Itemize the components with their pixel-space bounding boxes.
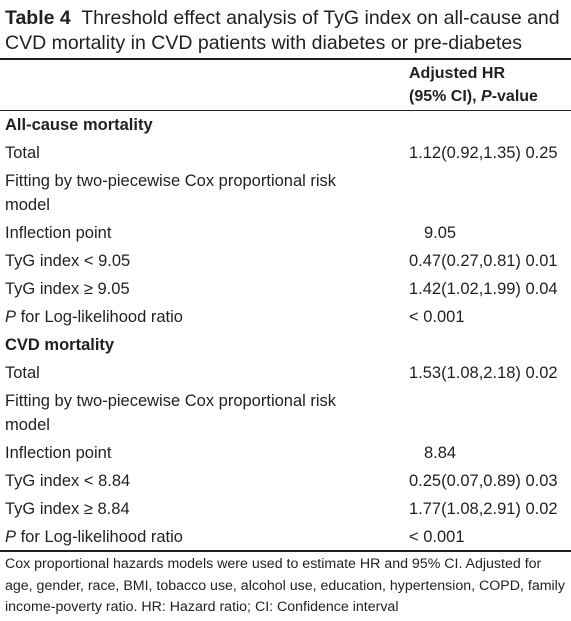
table-footnote: Cox proportional hazards models were use…: [5, 556, 565, 615]
header-rule: [0, 110, 571, 111]
row-value: 1.42(1.02,1.99) 0.04: [409, 280, 558, 298]
row-label: P for Log-likelihood ratio: [5, 308, 183, 326]
row-label: Total: [5, 144, 40, 162]
caption-label: Table 4: [5, 7, 71, 29]
row-value: 1.53(1.08,2.18) 0.02: [409, 364, 558, 382]
top-rule: [0, 58, 571, 60]
row-value: 0.47(0.27,0.81) 0.01: [409, 252, 558, 270]
header-line-1: Adjusted HR: [409, 65, 505, 82]
section-title-cvd: CVD mortality: [5, 336, 115, 354]
row-label: TyG index ≥ 8.84: [5, 500, 130, 518]
bottom-rule: [0, 550, 571, 552]
row-label: TyG index ≥ 9.05: [5, 280, 130, 298]
section-title-all-cause: All-cause mortality: [5, 116, 153, 134]
row-value: < 0.001: [409, 308, 465, 326]
row-label: Total: [5, 364, 40, 382]
row-label: Fitting by two-piecewise Cox proportiona…: [5, 392, 337, 434]
row-value: 1.12(0.92,1.35) 0.25: [409, 144, 558, 162]
row-value: 1.77(1.08,2.91) 0.02: [409, 500, 558, 518]
column-header-adjusted-hr: Adjusted HR (95% CI), P-value: [409, 62, 538, 108]
row-value: 8.84: [424, 444, 457, 462]
table-caption: Table 4 Threshold effect analysis of TyG…: [5, 6, 565, 56]
row-label: Inflection point: [5, 224, 112, 242]
row-label: P for Log-likelihood ratio: [5, 528, 183, 546]
row-value: 0.25(0.07,0.89) 0.03: [409, 472, 558, 490]
row-value: 9.05: [424, 224, 457, 242]
row-label: TyG index < 9.05: [5, 252, 131, 270]
row-label: TyG index < 8.84: [5, 472, 131, 490]
row-label: Inflection point: [5, 444, 112, 462]
row-value: < 0.001: [409, 528, 465, 546]
header-line-2: (95% CI), P-value: [409, 88, 538, 105]
row-label: Fitting by two-piecewise Cox proportiona…: [5, 172, 337, 214]
caption-text: Threshold effect analysis of TyG index o…: [5, 7, 560, 54]
